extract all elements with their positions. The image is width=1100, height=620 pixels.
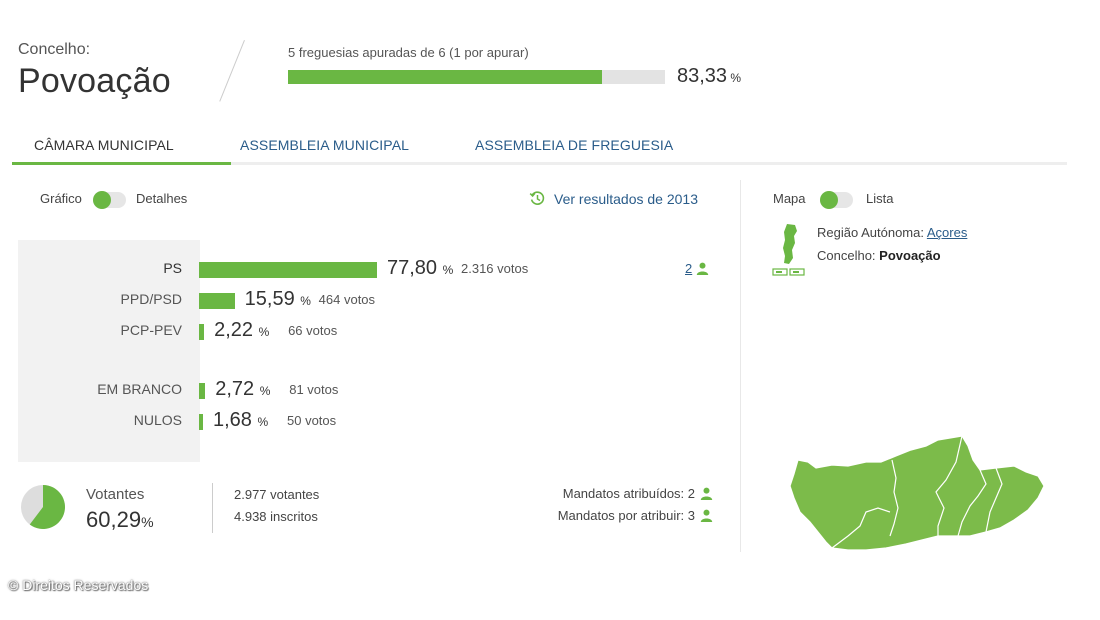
ps-mandates-link[interactable]: 2 (685, 261, 709, 276)
party-label: PCP-PEV (120, 322, 182, 338)
copyright-notice: © Direitos Reservados (8, 577, 149, 593)
region-link-acores[interactable]: Açores (926, 225, 968, 240)
result-percent: 2,22 % (214, 319, 270, 341)
tab-assembleia-municipal[interactable]: ASSEMBLEIA MUNICIPAL (240, 137, 410, 153)
turnout-label: Votantes (86, 486, 145, 503)
votantes-count: 2.977 votantes (234, 487, 320, 502)
previous-results-link[interactable]: Ver resultados de 2013 (529, 190, 698, 207)
tabs-baseline (12, 162, 1067, 165)
toggle-label-detalhes: Detalhes (136, 191, 188, 206)
parish-border (985, 467, 1003, 533)
result-row: NULOS 1,68 % 50 votos (18, 409, 718, 432)
parish-border (935, 435, 963, 536)
povoacao-parish-map[interactable] (786, 432, 1048, 558)
view-toggle[interactable] (93, 191, 126, 209)
map-toggle[interactable] (820, 191, 853, 209)
result-votes: 81 votos (289, 382, 339, 397)
result-bar (199, 262, 377, 278)
turnout-pie-chart (21, 485, 65, 529)
parish-border (957, 469, 987, 537)
result-percent: 1,68 % (213, 409, 269, 431)
result-percent: 15,59 % (244, 288, 311, 310)
parish-region[interactable] (789, 435, 1045, 551)
party-label: EM BRANCO (97, 381, 182, 397)
history-icon (529, 191, 545, 205)
person-icon (700, 487, 713, 500)
toggle-label-mapa: Mapa (773, 191, 806, 206)
party-label: PPD/PSD (120, 291, 182, 307)
turnout-pie-slice (29, 485, 65, 529)
person-icon (697, 262, 709, 275)
result-percent: 2,72 % (215, 378, 271, 400)
toggle-knob (820, 191, 838, 209)
region-info: Região Autónoma: Açores (817, 225, 968, 240)
result-row: PPD/PSD 15,59 % 464 votos (18, 288, 718, 311)
party-label: NULOS (133, 412, 182, 428)
result-row: PS 77,80 % 2.316 votos (18, 257, 718, 280)
result-votes: 464 votos (318, 292, 376, 307)
result-percent: 77,80 % (387, 257, 454, 279)
page-title: Povoação (18, 62, 171, 100)
parish-border (831, 507, 891, 549)
mandates-unassigned: Mandatos por atribuir: 3 (558, 508, 713, 523)
parish-border (889, 459, 899, 537)
concelho-info: Concelho: Povoação (817, 248, 941, 263)
result-votes: 2.316 votos (461, 261, 529, 276)
header-divider (219, 40, 245, 102)
count-progress-bar (288, 70, 665, 84)
mandates-assigned: Mandatos atribuídos: 2 (563, 486, 713, 501)
count-progress-percent: 83,33 % (677, 65, 742, 87)
result-votes: 66 votos (288, 323, 338, 338)
active-tab-indicator (12, 162, 231, 165)
parish-islet (798, 468, 802, 472)
result-row: EM BRANCO 2,72 % 81 votos (18, 378, 718, 401)
inscritos-count: 4.938 inscritos (234, 509, 318, 524)
concelho-label: Concelho: (18, 41, 91, 58)
result-bar (199, 414, 203, 430)
freguesias-status: 5 freguesias apuradas de 6 (1 por apurar… (288, 45, 529, 60)
count-progress-fill (288, 70, 603, 84)
turnout-divider (212, 483, 213, 533)
result-row: PCP-PEV 2,22 % 66 votos (18, 319, 718, 342)
result-votes: 50 votos (287, 413, 337, 428)
party-label: PS (163, 260, 182, 276)
previous-results-label: Ver resultados de 2013 (554, 190, 698, 207)
toggle-label-grafico: Gráfico (40, 191, 82, 206)
result-bar (199, 293, 235, 309)
turnout-percent: 60,29% (86, 507, 154, 532)
toggle-label-lista: Lista (866, 191, 894, 206)
toggle-knob (93, 191, 111, 209)
column-divider (740, 180, 741, 552)
result-bar (199, 383, 206, 399)
tab-assembleia-freguesia[interactable]: ASSEMBLEIA DE FREGUESIA (475, 137, 674, 153)
party-labels-panel (18, 240, 200, 462)
person-icon (700, 509, 713, 522)
portugal-mini-map-icon[interactable] (772, 222, 808, 278)
result-bar (199, 324, 205, 340)
tab-camara-municipal[interactable]: CÂMARA MUNICIPAL (34, 137, 174, 153)
